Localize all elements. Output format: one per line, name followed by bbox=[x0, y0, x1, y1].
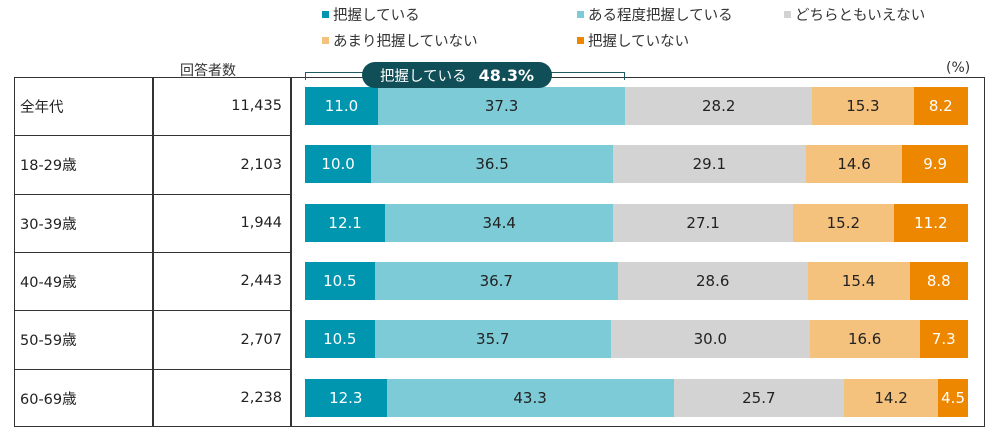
table-row: 60-69歳 2,238 bbox=[14, 368, 290, 427]
legend-label: 把握している bbox=[333, 8, 420, 24]
bar-segment: 11.2 bbox=[893, 203, 968, 242]
bar-segment: 28.6 bbox=[617, 261, 808, 300]
callout-label: 把握している bbox=[380, 68, 467, 85]
bar-segment: 14.2 bbox=[844, 378, 939, 417]
stacked-bar: 11.0 37.3 28.2 15.3 8.2 bbox=[305, 87, 968, 125]
stacked-bar: 12.3 43.3 25.7 14.2 4.5 bbox=[305, 378, 968, 417]
respondent-count: 2,443 bbox=[240, 273, 282, 290]
legend-label: あまり把握していない bbox=[333, 34, 478, 50]
bar-segment: 8.8 bbox=[909, 261, 968, 300]
legend-item: ある程度把握している bbox=[577, 4, 733, 25]
callout-badge: 把握している 48.3% bbox=[362, 62, 553, 88]
table-row: 40-49歳 2,443 bbox=[14, 251, 290, 310]
bar-segment: 36.5 bbox=[371, 145, 613, 184]
bar-segment: 4.5 bbox=[938, 378, 968, 417]
bar-segment: 7.3 bbox=[919, 320, 968, 359]
bar-segment: 10.5 bbox=[305, 261, 375, 300]
respondent-count-header: 回答者数 bbox=[180, 63, 236, 79]
bar-segment: 15.3 bbox=[812, 87, 914, 125]
bar-segment: 35.7 bbox=[374, 320, 611, 359]
age-group-label: 全年代 bbox=[20, 99, 64, 116]
bar-segment: 9.9 bbox=[902, 145, 968, 184]
bar-segment: 12.1 bbox=[305, 203, 386, 242]
bar-segment: 28.2 bbox=[625, 87, 813, 125]
bar-segment: 12.3 bbox=[305, 378, 387, 417]
legend-label: ある程度把握している bbox=[588, 8, 733, 24]
legend-swatch-icon bbox=[577, 11, 584, 18]
stacked-bar: 10.5 36.7 28.6 15.4 8.8 bbox=[305, 261, 968, 300]
age-group-label: 50-59歳 bbox=[20, 333, 77, 350]
stacked-bar: 10.0 36.5 29.1 14.6 9.9 bbox=[305, 145, 968, 184]
legend-item: 把握していない bbox=[577, 30, 689, 51]
legend-swatch-icon bbox=[322, 11, 329, 18]
bar-segment: 11.0 bbox=[305, 87, 378, 125]
respondent-count: 2,707 bbox=[240, 331, 282, 348]
legend-item: 把握している bbox=[322, 4, 420, 25]
bar-segment: 10.5 bbox=[305, 320, 375, 359]
respondent-count: 1,944 bbox=[240, 215, 282, 232]
bar-segment: 27.1 bbox=[613, 203, 793, 242]
legend-swatch-icon bbox=[784, 11, 791, 18]
bar-segment: 36.7 bbox=[374, 261, 618, 300]
stacked-bar: 12.1 34.4 27.1 15.2 11.2 bbox=[305, 203, 968, 242]
bar-segment: 30.0 bbox=[610, 320, 810, 359]
bar-segment: 10.0 bbox=[305, 145, 372, 184]
bar-segment: 14.6 bbox=[805, 145, 903, 184]
respondent-count: 11,435 bbox=[231, 98, 282, 114]
bar-segment: 29.1 bbox=[612, 145, 806, 184]
age-group-label: 60-69歳 bbox=[20, 391, 77, 408]
age-group-label: 18-29歳 bbox=[20, 158, 77, 175]
table-column-divider bbox=[290, 77, 292, 427]
legend-label: どちらともいえない bbox=[795, 8, 926, 24]
legend-swatch-icon bbox=[577, 37, 584, 44]
bar-segment: 25.7 bbox=[673, 378, 845, 417]
table-row: 18-29歳 2,103 bbox=[14, 135, 290, 193]
stacked-bar: 10.5 35.7 30.0 16.6 7.3 bbox=[305, 320, 968, 359]
age-group-label: 40-49歳 bbox=[20, 274, 77, 291]
table-row: 50-59歳 2,707 bbox=[14, 310, 290, 368]
table-row: 30-39歳 1,944 bbox=[14, 193, 290, 252]
bar-segment: 43.3 bbox=[386, 378, 674, 417]
respondent-count: 2,238 bbox=[240, 390, 282, 406]
unit-label: (%) bbox=[946, 60, 971, 76]
bar-segment: 37.3 bbox=[377, 87, 626, 125]
legend-item: どちらともいえない bbox=[784, 4, 925, 25]
bar-segment: 8.2 bbox=[913, 87, 968, 125]
bar-segment: 34.4 bbox=[385, 203, 614, 242]
callout-value: 48.3% bbox=[478, 65, 535, 85]
legend-swatch-icon bbox=[322, 37, 329, 44]
bar-segment: 16.6 bbox=[809, 320, 920, 359]
legend-item: あまり把握していない bbox=[322, 30, 478, 51]
bar-segment: 15.2 bbox=[792, 203, 894, 242]
age-group-label: 30-39歳 bbox=[20, 216, 77, 233]
legend-label: 把握していない bbox=[588, 34, 690, 50]
table-row: 全年代 11,435 bbox=[14, 77, 290, 135]
respondent-count: 2,103 bbox=[240, 156, 282, 173]
bar-segment: 15.4 bbox=[807, 261, 910, 300]
